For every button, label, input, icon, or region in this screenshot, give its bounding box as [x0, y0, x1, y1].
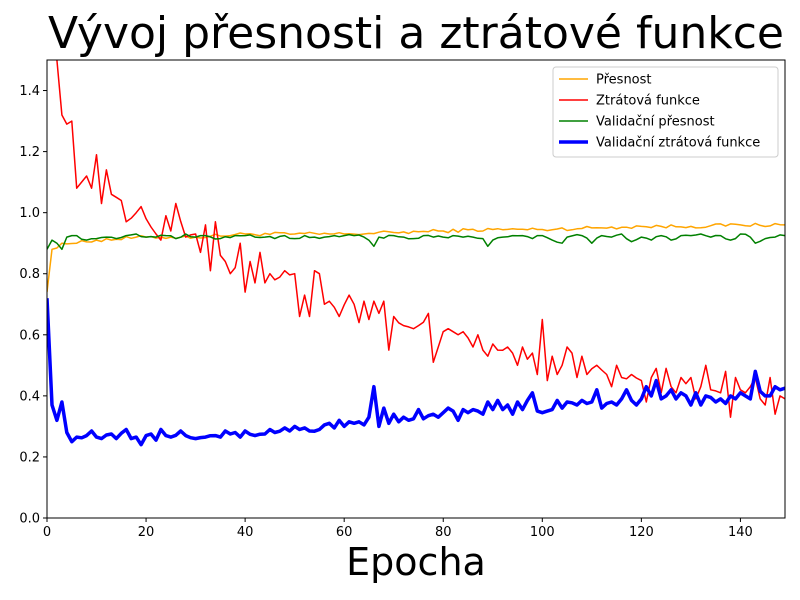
y-tick-label: 1.0 [19, 206, 40, 221]
series-line-4 [47, 298, 785, 447]
legend-label: Ztrátová funkce [596, 94, 700, 109]
series-line-3 [47, 233, 785, 251]
legend-label: Validační ztrátová funkce [596, 136, 760, 151]
x-tick-label: 40 [237, 525, 254, 540]
legend: Přesnost Ztrátová funkce Validační přesnos… [552, 66, 779, 158]
x-tick-label: 100 [530, 525, 555, 540]
x-tick-label: 20 [138, 525, 155, 540]
x-tick-label: 120 [629, 525, 654, 540]
series-line-2 [56, 60, 785, 418]
x-axis-label: Epocha [346, 540, 486, 584]
chart-title: Vývoj přesnosti a ztrátové funkce [48, 8, 784, 59]
y-tick-label: 0.2 [19, 450, 40, 465]
x-tick-label: 140 [728, 525, 753, 540]
y-tick-label: 0.0 [19, 512, 40, 527]
x-tick-label: 0 [43, 525, 51, 540]
y-tick-label: 1.4 [19, 84, 40, 99]
y-tick-label: 0.8 [19, 267, 40, 282]
series-line-1 [47, 222, 785, 293]
legend-box [552, 66, 779, 158]
x-tick-label: 60 [336, 525, 353, 540]
x-tick-label: 80 [435, 525, 452, 540]
y-tick-label: 0.4 [19, 389, 40, 404]
legend-label: Validační přesnost [596, 115, 715, 130]
y-tick-label: 0.6 [19, 328, 40, 343]
legend-label: Přesnost [596, 73, 652, 88]
plot-frame [46, 59, 786, 519]
y-tick-label: 1.2 [19, 145, 40, 160]
